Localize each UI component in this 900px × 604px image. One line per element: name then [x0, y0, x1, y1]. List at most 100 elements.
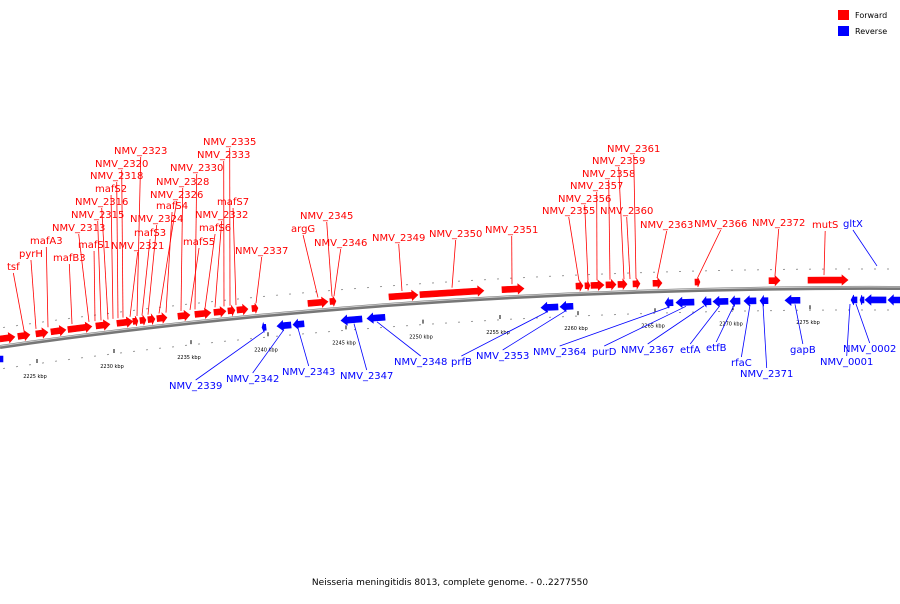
gene-label: NMV_2353 [476, 351, 529, 362]
gene-leader-line [627, 217, 630, 279]
forward-gene-arrow [585, 281, 590, 291]
forward-gene-arrow [132, 316, 138, 327]
legend-reverse-label: Reverse [855, 27, 887, 36]
gene-label: gapB [790, 345, 816, 356]
gene-leader-line [31, 260, 36, 329]
reverse-gene-arrow [713, 296, 728, 306]
reverse-gene-arrow [760, 296, 768, 306]
legend: Forward Reverse [838, 8, 887, 40]
gene-label: NMV_2372 [752, 218, 805, 229]
gene-label: NMV_2339 [169, 381, 222, 392]
gene-label: NMV_2358 [582, 169, 635, 180]
gene-label: rfaC [731, 358, 752, 369]
forward-gene-arrow [194, 308, 211, 320]
forward-gene-arrow [50, 325, 66, 337]
gene-label: NMV_2351 [485, 225, 538, 236]
gene-label: NMV_2371 [740, 369, 793, 380]
reverse-gene-arrow [744, 296, 756, 306]
gene-label: NMV_2347 [340, 371, 393, 382]
gene-label: NMV_2357 [570, 181, 623, 192]
forward-gene-arrow [808, 275, 848, 285]
reverse-gene-arrow [560, 301, 573, 312]
forward-gene-arrow [576, 281, 583, 291]
gene-leader-line [853, 230, 877, 266]
axis-tick-label: 2245 kbp [332, 340, 356, 346]
gene-label: NMV_2363 [640, 220, 693, 231]
gene-leader-line [46, 247, 48, 327]
reverse-gene-arrow [541, 302, 558, 313]
gene-leader-line [657, 231, 667, 278]
reverse-gene-arrow [0, 354, 3, 364]
gene-label: NMV_2345 [300, 211, 353, 222]
forward-gene-arrow [252, 303, 259, 314]
gene-label: NMV_2349 [372, 233, 425, 244]
forward-swatch [838, 10, 849, 20]
gene-leader-line [698, 230, 721, 277]
gene-label: NMV_2361 [607, 144, 660, 155]
forward-gene-arrow [308, 297, 329, 309]
gene-label: mafA3 [30, 236, 63, 247]
axis-tick-label: 2270 kbp [719, 321, 743, 327]
gene-label: NMV_2318 [90, 171, 143, 182]
forward-gene-arrow [606, 280, 616, 290]
forward-gene-arrow [227, 305, 235, 316]
reverse-swatch [838, 26, 849, 36]
gene-label: NMV_2360 [600, 206, 653, 217]
gene-leader-line [775, 229, 779, 276]
gene-leader-line [13, 273, 24, 331]
reverse-gene-arrow [851, 295, 857, 305]
reverse-gene-arrow [293, 319, 305, 330]
forward-gene-arrow [591, 280, 604, 291]
gene-label: mafS7 [217, 197, 249, 208]
gene-leader-line [256, 257, 262, 303]
reverse-gene-arrow [785, 295, 800, 305]
forward-gene-arrow [769, 275, 780, 285]
forward-gene-arrow [177, 310, 190, 321]
gene-label: NMV_2321 [111, 241, 164, 252]
gene-leader-line [130, 252, 138, 317]
gene-label: etfA [680, 345, 701, 356]
gene-leader-line [354, 324, 367, 370]
gene-leader-line [569, 217, 579, 281]
forward-gene-arrow [330, 296, 337, 306]
gene-label: NMV_2359 [592, 156, 645, 167]
axis-tick-label: 2250 kbp [409, 335, 433, 341]
reverse-gene-arrow [262, 322, 267, 332]
forward-gene-arrow [618, 279, 627, 289]
gene-leader-line [94, 251, 95, 321]
gene-label: mafS6 [199, 223, 231, 234]
gene-label: NMV_2324 [130, 214, 183, 225]
gene-leader-line [69, 264, 72, 324]
gene-label: NMV_0001 [820, 357, 873, 368]
reverse-gene-arrow [676, 297, 694, 307]
gene-leader-line [98, 221, 101, 320]
gene-leader-line [690, 306, 720, 344]
axis-tick-label: 2240 kbp [254, 347, 278, 353]
forward-gene-arrow [237, 304, 249, 315]
legend-reverse: Reverse [838, 24, 887, 38]
gene-leader-line [452, 240, 456, 288]
gene-label: NMV_2332 [195, 210, 248, 221]
forward-gene-arrow [156, 313, 167, 324]
gene-label: prfB [451, 357, 472, 368]
gene-label: NMV_2367 [621, 345, 674, 356]
gene-label: mutS [812, 220, 838, 231]
gene-label: argG [291, 224, 315, 235]
gene-label: NMV_2328 [156, 177, 209, 188]
forward-gene-arrow [633, 279, 640, 289]
axis-tick-label: 2275 kbp [796, 320, 820, 326]
axis-tick-label: 2225 kbp [23, 374, 47, 380]
gene-label: NMV_2348 [394, 357, 447, 368]
gene-label: NMV_2326 [150, 190, 203, 201]
forward-gene-arrow [116, 316, 133, 328]
gene-label: NMV_2356 [558, 194, 611, 205]
forward-gene-arrow [35, 327, 48, 339]
forward-gene-arrow [502, 284, 524, 295]
forward-gene-arrow [213, 306, 226, 317]
gene-label: NMV_2355 [542, 206, 595, 217]
gene-leader-line [334, 249, 341, 296]
gene-leader-line [327, 222, 332, 296]
forward-gene-arrow [653, 278, 662, 288]
